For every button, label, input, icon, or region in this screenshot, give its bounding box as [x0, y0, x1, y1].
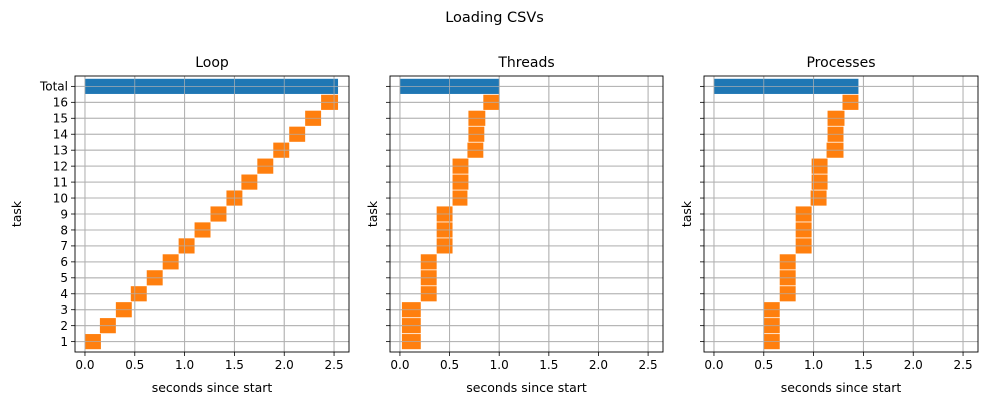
- x-tick-label: 2.5: [325, 358, 344, 372]
- subplot-title: Loop: [195, 55, 229, 71]
- y-tick-label: 4: [60, 287, 68, 301]
- x-tick-label: 1.5: [225, 358, 244, 372]
- x-tick-label: 0.5: [754, 358, 773, 372]
- y-tick-label: 2: [60, 319, 68, 333]
- axes-frame: [703, 75, 979, 353]
- figure-suptitle: Loading CSVs: [445, 10, 544, 26]
- y-tick-label: 1: [60, 335, 68, 349]
- y-tick-label: 7: [60, 239, 68, 253]
- x-axis-label: seconds since start: [152, 380, 273, 395]
- y-tick-label: 9: [60, 207, 68, 221]
- y-tick-label: 16: [53, 96, 68, 110]
- subplot-title: Processes: [806, 55, 875, 71]
- axes-frame: [74, 75, 350, 353]
- x-tick-label: 1.5: [539, 358, 558, 372]
- x-tick-label: 1.0: [175, 358, 194, 372]
- subplot-title: Threads: [497, 55, 554, 71]
- x-tick-label: 1.5: [854, 358, 873, 372]
- y-tick-label: 15: [53, 112, 68, 126]
- y-tick-label: Total: [39, 80, 68, 94]
- y-axis-label: task: [679, 200, 694, 227]
- y-axis-label: task: [9, 200, 24, 227]
- x-tick-label: 0.0: [390, 358, 409, 372]
- x-tick-label: 0.0: [75, 358, 94, 372]
- subplot-loop: 0.0 0.5 1.0 1.5 2.0 2.51234567891011121314151…: [9, 55, 350, 395]
- x-axis-label: seconds since start: [781, 380, 902, 395]
- x-axis-label: seconds since start: [466, 380, 587, 395]
- y-tick-label: 3: [60, 303, 68, 317]
- y-tick-label: 13: [53, 143, 68, 157]
- x-tick-label: 2.5: [639, 358, 658, 372]
- y-tick-label: 10: [53, 191, 68, 205]
- subplot-threads: 0.0 0.5 1.0 1.5 2.0 2.5 Threads seconds since s…: [365, 55, 664, 395]
- y-tick-label: 14: [53, 128, 68, 142]
- x-tick-label: 2.5: [954, 358, 973, 372]
- x-tick-label: 1.0: [804, 358, 823, 372]
- x-tick-label: 0.0: [704, 358, 723, 372]
- y-tick-label: 6: [60, 255, 68, 269]
- y-tick-label: 5: [60, 271, 68, 285]
- x-tick-label: 0.5: [125, 358, 144, 372]
- x-tick-label: 2.0: [904, 358, 923, 372]
- x-tick-label: 2.0: [275, 358, 294, 372]
- x-tick-label: 0.5: [440, 358, 459, 372]
- y-tick-label: 12: [53, 159, 68, 173]
- subplot-processes: 0.0 0.5 1.0 1.5 2.0 2.5 Processes seconds since…: [679, 55, 979, 395]
- axes-frame: [389, 75, 664, 353]
- y-axis-label: task: [365, 200, 380, 227]
- x-tick-label: 2.0: [589, 358, 608, 372]
- x-tick-label: 1.0: [490, 358, 509, 372]
- y-tick-label: 11: [53, 175, 68, 189]
- y-tick-label: 8: [60, 223, 68, 237]
